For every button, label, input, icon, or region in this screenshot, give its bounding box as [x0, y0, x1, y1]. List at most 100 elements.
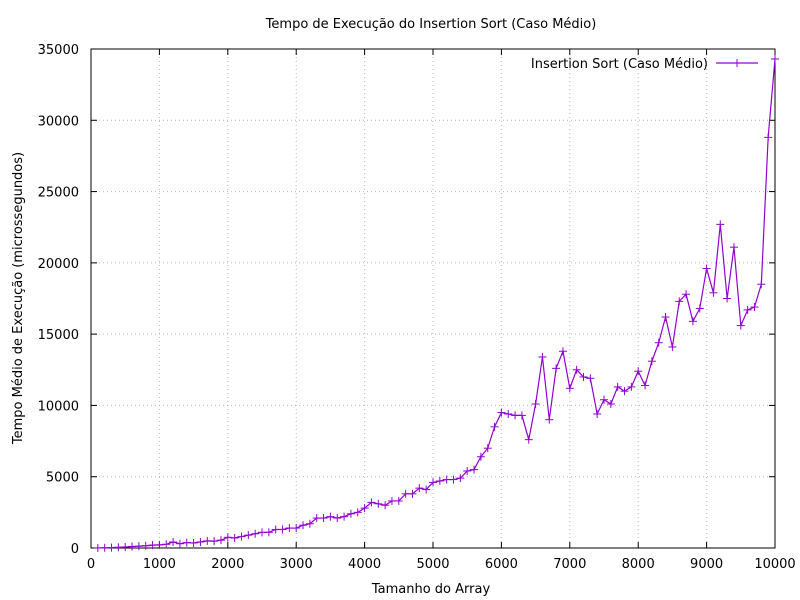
data-point [695, 304, 704, 313]
data-point [620, 387, 629, 396]
legend-marker [733, 59, 741, 67]
data-point [367, 498, 376, 507]
data-point [593, 409, 602, 418]
data-point [654, 338, 663, 347]
data-point [572, 365, 581, 374]
data-point [476, 452, 485, 461]
data-point [189, 539, 198, 548]
data-point [244, 531, 253, 540]
data-point [121, 543, 130, 552]
data-point [565, 384, 574, 393]
data-point [360, 504, 369, 513]
data-point [210, 537, 219, 546]
data-point [319, 514, 328, 523]
data-point [340, 512, 349, 521]
data-point [333, 514, 342, 523]
data-point [141, 541, 150, 550]
data-point [531, 400, 540, 409]
data-point [114, 543, 123, 552]
data-point [449, 475, 458, 484]
data-point [100, 543, 109, 552]
y-tick-label: 5000 [46, 471, 79, 486]
data-point [175, 539, 184, 548]
x-tick-label: 5000 [416, 557, 449, 572]
legend-marker-plus [733, 59, 741, 67]
data-point [292, 524, 301, 533]
data-point [736, 321, 745, 330]
data-point [422, 485, 431, 494]
data-point [435, 476, 444, 485]
data-point [381, 501, 390, 510]
data-point [552, 364, 561, 373]
data-point [237, 532, 246, 541]
data-point [285, 524, 294, 533]
data-point [387, 496, 396, 505]
data-point [688, 317, 697, 326]
y-tick-label: 35000 [38, 43, 79, 58]
x-axis-label: Tamanho do Array [371, 582, 491, 597]
data-point [196, 538, 205, 547]
x-tick-label: 8000 [622, 557, 655, 572]
data-point [93, 543, 102, 552]
legend-label: Insertion Sort (Caso Médio) [531, 57, 708, 72]
data-point [203, 536, 212, 545]
data-point [723, 294, 732, 303]
data-point [456, 474, 465, 483]
data-point [511, 411, 520, 420]
data-point [305, 519, 314, 528]
data-point [647, 357, 656, 366]
data-point [558, 347, 567, 356]
data-point [545, 415, 554, 424]
data-point [641, 381, 650, 390]
data-point [169, 538, 178, 547]
data-point [600, 395, 608, 404]
data-point [374, 499, 383, 508]
data-point [764, 133, 773, 142]
data-point [743, 305, 752, 314]
data-point [470, 465, 479, 474]
data-point [579, 372, 588, 381]
data-point [264, 528, 273, 537]
data-point [661, 313, 670, 322]
data-point [134, 542, 143, 551]
data-point [750, 303, 759, 312]
data-point [463, 467, 472, 476]
data-point [148, 541, 157, 550]
y-tick-label: 30000 [38, 114, 79, 129]
x-tick-label: 3000 [280, 557, 313, 572]
data-point [326, 512, 335, 521]
data-point [716, 220, 725, 229]
data-point [668, 342, 677, 351]
y-tick-label: 0 [71, 542, 79, 557]
data-point [517, 411, 526, 420]
data-point [162, 540, 171, 549]
x-tick-label: 2000 [211, 557, 244, 572]
x-tick-label: 10000 [754, 557, 795, 572]
y-tick-label: 10000 [38, 399, 79, 414]
x-tick-label: 9000 [690, 557, 723, 572]
data-point [408, 489, 417, 498]
data-point [490, 422, 499, 431]
data-point [271, 525, 280, 534]
y-tick-label: 25000 [38, 186, 79, 201]
data-point [346, 509, 355, 518]
data-point [613, 382, 622, 391]
data-point [415, 484, 424, 493]
x-tick-label: 7000 [553, 557, 586, 572]
data-point [312, 514, 321, 523]
data-point [627, 382, 636, 391]
axis-ticks: 0 1000 2000 3000 4000 5000 6000 7000 8000 9000 100… [38, 43, 796, 572]
x-tick-label: 6000 [485, 557, 518, 572]
data-point [182, 538, 191, 547]
data-point [702, 264, 711, 273]
data-point [504, 409, 513, 418]
plot-frame [90, 48, 776, 549]
data-point [258, 528, 266, 537]
x-tick-label: 4000 [348, 557, 381, 572]
data-point [251, 529, 260, 538]
y-tick-label: 15000 [38, 328, 79, 343]
data-point [757, 280, 766, 289]
data-point [216, 536, 225, 545]
data-point [729, 243, 738, 252]
data-point [107, 543, 116, 552]
